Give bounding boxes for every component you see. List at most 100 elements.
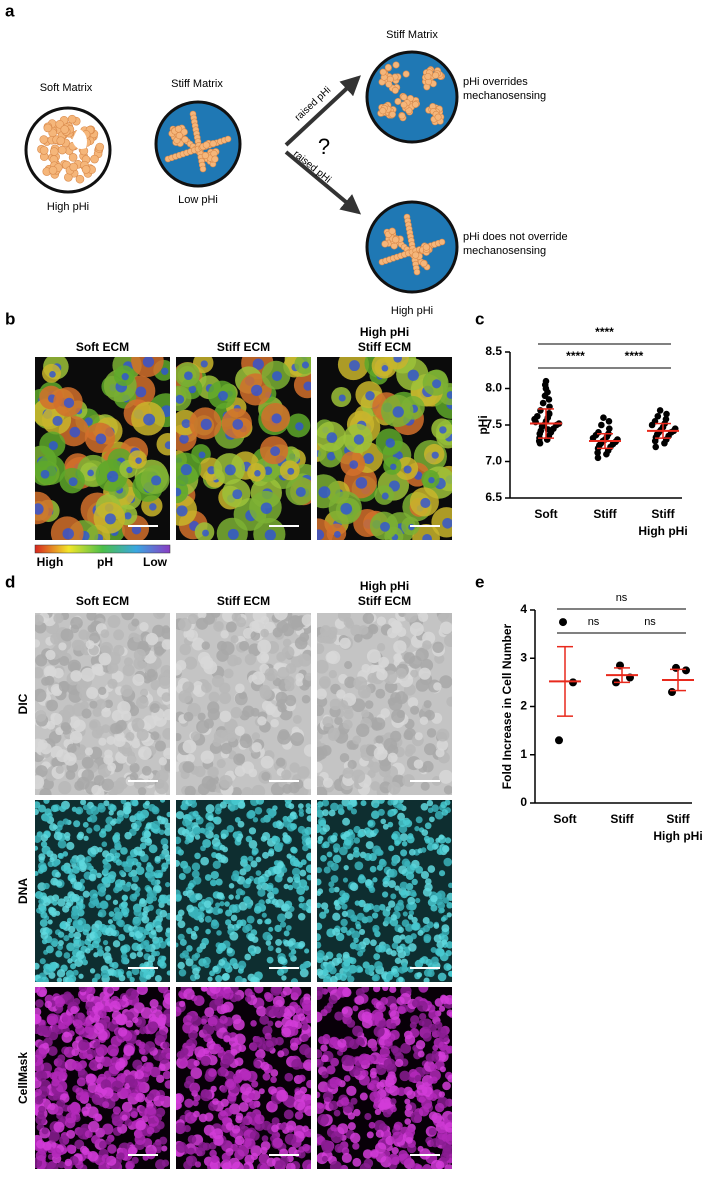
cell: [439, 1051, 446, 1058]
cell: [388, 845, 395, 852]
cell: [385, 973, 393, 981]
cell: [277, 956, 286, 965]
cell: [391, 860, 398, 867]
cell: [446, 1009, 452, 1017]
cell: [281, 975, 287, 981]
cell: [146, 1126, 155, 1135]
cell: [157, 816, 166, 825]
cell: [326, 650, 341, 665]
cell: [76, 950, 85, 960]
micrograph: [176, 800, 311, 982]
cell: [401, 858, 410, 867]
cell: [40, 742, 52, 755]
nucleus: [131, 524, 142, 535]
cell: [176, 836, 182, 845]
cell: [341, 1152, 352, 1164]
cell: [160, 800, 166, 803]
cell: [73, 881, 83, 891]
cell: [63, 991, 72, 1001]
cell: [365, 841, 374, 850]
cell: [151, 820, 161, 830]
cell: [291, 1058, 303, 1070]
cell: [86, 687, 99, 700]
cell: [248, 768, 258, 778]
cell: [52, 900, 58, 906]
y-tick-label: 7.5: [485, 417, 502, 431]
cell: [101, 778, 114, 791]
cell: [382, 1108, 392, 1118]
cell: [244, 988, 253, 997]
cell: [294, 1090, 306, 1103]
cell: [364, 700, 374, 709]
cell: [288, 1146, 297, 1156]
cell: [253, 1060, 261, 1068]
cell: [358, 1039, 366, 1047]
cell: [317, 643, 325, 655]
cell: [388, 227, 396, 235]
cell: [87, 624, 96, 633]
nucleus: [264, 529, 276, 540]
nucleus: [271, 371, 283, 382]
nucleus: [353, 434, 365, 445]
cell: [158, 757, 168, 766]
cell: [42, 1042, 49, 1049]
cell: [35, 1150, 47, 1161]
cell: [245, 835, 253, 843]
cell: [165, 1052, 170, 1060]
cell: [196, 1147, 206, 1157]
cell: [239, 890, 246, 896]
cell: [223, 1035, 231, 1043]
cell: [249, 1043, 258, 1052]
cell: [277, 703, 287, 713]
cell: [237, 1144, 250, 1157]
cell: [200, 750, 214, 764]
x-tick-label: Stiff: [666, 812, 690, 826]
cell: [234, 994, 242, 1002]
cell: [322, 716, 334, 728]
cell: [340, 1164, 349, 1169]
nucleus: [48, 440, 58, 451]
cell: [120, 1087, 132, 1099]
cell: [418, 1106, 430, 1117]
cell: [145, 837, 152, 844]
cell: [305, 803, 311, 809]
cell: [358, 900, 364, 906]
cell: [253, 987, 264, 994]
cell: [396, 996, 405, 1005]
cell: [376, 616, 387, 626]
cell: [277, 1050, 285, 1058]
cell: [108, 911, 115, 918]
cell: [244, 1138, 256, 1150]
cell: [154, 950, 161, 957]
cell: [415, 865, 424, 874]
cell: [264, 1032, 272, 1040]
cell: [401, 919, 410, 927]
cell: [304, 1105, 311, 1117]
cell: [444, 1122, 452, 1133]
cell: [393, 905, 401, 912]
cell: [299, 869, 307, 877]
cell: [430, 956, 439, 965]
cell: [176, 1122, 187, 1135]
cell: [442, 1081, 451, 1091]
cell: [402, 70, 410, 78]
cell: [43, 882, 50, 890]
nucleus: [227, 528, 239, 540]
cell: [301, 1023, 309, 1031]
cell: [185, 1075, 195, 1085]
cell: [210, 880, 217, 887]
cell: [192, 826, 202, 836]
cell: [298, 896, 305, 903]
cell: [253, 518, 286, 540]
cell: [146, 1093, 155, 1101]
cell: [352, 1142, 360, 1150]
cell: [211, 838, 221, 847]
cell: [243, 863, 252, 872]
cell: [223, 668, 234, 679]
cell: [266, 807, 273, 814]
cell: [272, 821, 280, 828]
cell: [366, 649, 381, 664]
cell: [66, 899, 74, 907]
cell: [271, 987, 283, 994]
